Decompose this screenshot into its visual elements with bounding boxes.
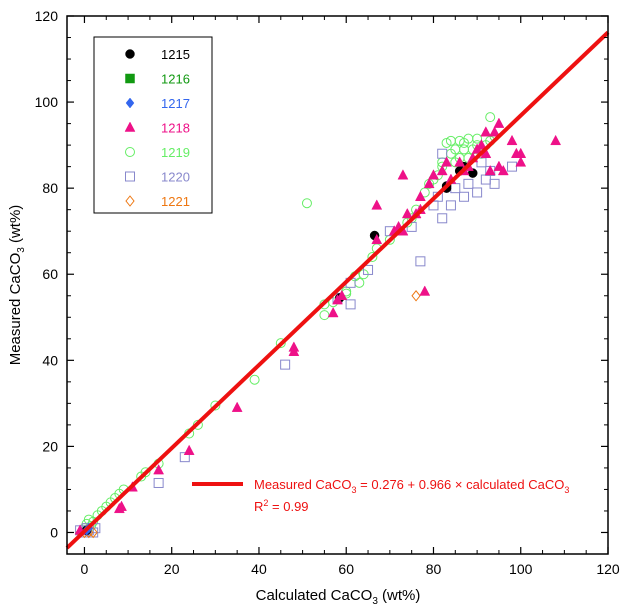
data-point-1218 [116, 500, 127, 511]
y-axis-title: Measured CaCO3 (wt%) [7, 205, 27, 366]
data-point-1220 [179, 452, 190, 463]
legend-marker-1216 [125, 73, 135, 84]
data-point-1218 [480, 126, 492, 137]
data-point-1220 [489, 178, 500, 189]
data-point-1220 [472, 187, 483, 198]
data-point-1218 [484, 164, 496, 176]
data-points-layer [74, 112, 562, 539]
plot-frame [66, 15, 609, 555]
x-tick-label: 120 [596, 561, 620, 577]
data-point-1220 [450, 183, 461, 194]
data-point-1219 [275, 338, 286, 349]
data-point-1220 [406, 221, 417, 232]
data-point-1220 [463, 178, 474, 189]
y-tick-label: 20 [42, 438, 58, 454]
legend-marker-1219 [125, 147, 135, 157]
x-tick-label: 60 [338, 561, 354, 577]
data-point-1218 [336, 289, 348, 301]
data-point-1218 [493, 160, 505, 171]
y-tick-label: 120 [35, 8, 59, 24]
data-point-1218 [515, 147, 527, 158]
data-point-1220 [345, 299, 356, 310]
x-tick-label: 0 [81, 561, 89, 577]
data-point-1220 [280, 359, 291, 370]
regression-annotation: Measured CaCO3 = 0.276 + 0.966 × calcula… [192, 477, 569, 514]
regression-line-layer [65, 30, 610, 550]
legend: 1215 1216 1217 1218 1219 1220 1221 [93, 36, 213, 214]
data-point-1221 [411, 289, 421, 302]
data-point-1218 [397, 169, 409, 180]
data-point-1220 [445, 200, 456, 211]
data-point-1219 [354, 277, 365, 288]
data-point-1218 [423, 177, 435, 189]
legend-label-1216: 1216 [161, 72, 190, 87]
data-point-1219 [249, 374, 260, 385]
data-point-1220 [153, 477, 164, 488]
data-point-1219 [367, 252, 378, 263]
data-point-1220 [459, 191, 470, 202]
data-point-1219 [485, 112, 496, 123]
y-tick-label: 80 [42, 180, 58, 196]
y-tick-label: 60 [42, 266, 58, 282]
data-point-1218 [436, 164, 448, 176]
legend-label-1218: 1218 [161, 121, 190, 136]
data-point-1218 [476, 139, 487, 150]
regression-line [65, 30, 610, 550]
data-point-1218 [428, 169, 439, 180]
legend-label-1215: 1215 [161, 47, 190, 62]
data-point-1218 [288, 341, 300, 352]
y-tick-label: 100 [35, 94, 59, 110]
y-tick-label: 0 [50, 524, 58, 540]
axis-ticks-layer: 0 20 40 60 80 100 120 0 20 40 60 80 100 120 [35, 8, 620, 577]
regression-equation: Measured CaCO3 = 0.276 + 0.966 × calcula… [254, 477, 569, 495]
legend-marker-1217 [125, 97, 135, 109]
data-point-1220 [507, 161, 518, 172]
legend-label-1221: 1221 [161, 194, 190, 209]
data-point-1218 [327, 306, 339, 318]
legend-marker-1218 [124, 121, 136, 132]
data-point-1220 [476, 157, 487, 168]
data-point-1219 [472, 133, 483, 144]
legend-label-1219: 1219 [161, 145, 190, 160]
data-point-1219 [301, 198, 312, 209]
data-point-1218 [493, 117, 505, 128]
data-point-1220 [363, 264, 374, 275]
y-tick-label: 40 [42, 352, 58, 368]
data-point-1219 [210, 400, 221, 411]
x-tick-label: 100 [509, 561, 533, 577]
legend-marker-1220 [125, 171, 135, 182]
data-point-1218 [497, 164, 509, 176]
legend-marker-1215 [125, 49, 135, 59]
x-axis-title: Calculated CaCO3 (wt%) [256, 587, 421, 607]
x-tick-label: 20 [164, 561, 180, 577]
data-point-1218 [454, 156, 466, 167]
data-point-1218 [231, 401, 243, 412]
x-tick-label: 80 [426, 561, 442, 577]
data-point-1218 [414, 190, 426, 202]
data-point-1219 [140, 467, 151, 478]
data-point-1218 [419, 285, 431, 296]
x-tick-label: 40 [251, 561, 267, 577]
data-point-1218 [489, 126, 500, 137]
legend-marker-1221 [125, 195, 135, 207]
data-point-1218 [153, 464, 165, 475]
data-point-1218 [183, 444, 195, 455]
data-point-1220 [415, 256, 426, 267]
data-point-1218 [515, 156, 527, 167]
regression-r-squared: R2 = 0.99 [254, 498, 309, 514]
data-point-1219 [319, 310, 330, 321]
legend-label-1220: 1220 [161, 170, 190, 185]
legend-label-1217: 1217 [161, 96, 190, 111]
legend-box [93, 36, 213, 214]
data-point-1220 [437, 148, 448, 159]
data-point-1218 [550, 134, 562, 146]
data-point-1218 [371, 233, 383, 245]
data-point-1220 [437, 213, 448, 224]
data-point-1218 [506, 134, 518, 146]
data-point-1220 [480, 174, 491, 185]
data-point-1218 [441, 156, 452, 167]
data-point-1218 [401, 207, 413, 219]
data-point-1218 [371, 199, 383, 210]
